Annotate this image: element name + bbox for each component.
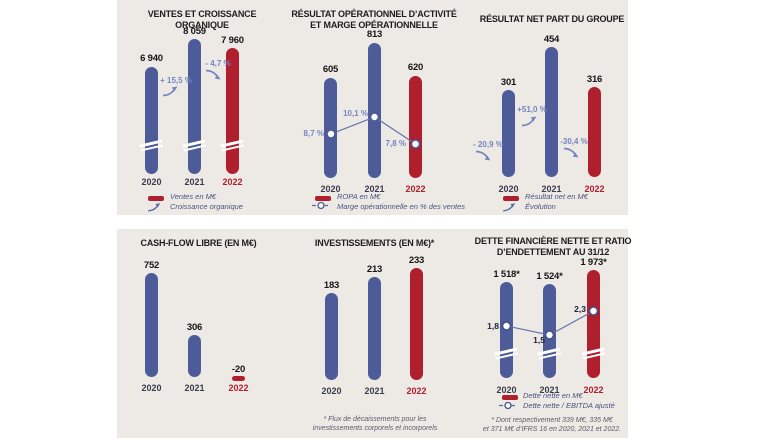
footnote: * Dont respectivement 339 M€, 335 M€ et … <box>482 417 622 433</box>
value-label-2021: 1 524* <box>536 271 563 282</box>
growth-label-2022: - 4,7 % <box>205 59 231 68</box>
legend-label: Ventes en M€ <box>170 192 216 201</box>
growth-arrow-down-icon <box>563 147 579 158</box>
growth-arrow-down-icon <box>205 69 221 80</box>
bar-swatch-icon <box>503 196 519 201</box>
margin-label-2020: 8,7 % <box>303 129 324 138</box>
bar-2020 <box>325 293 338 380</box>
margin-label-2022: 7,8 % <box>385 139 406 148</box>
legend-label: ROPA en M€ <box>337 192 381 201</box>
axis-label-2020: 2020 <box>498 184 519 194</box>
legend-line-marker-icon <box>312 201 330 210</box>
legend-label: Dette nette / EBITDA ajusté <box>523 400 615 410</box>
growth-label-2020: - 20,9 % <box>473 140 503 149</box>
axis-label-2020: 2020 <box>496 385 517 395</box>
legend-label: Évolution <box>525 201 556 211</box>
panel-title: DETTE FINANCIÈRE NETTE ET RATIO D’ENDETT… <box>474 236 632 257</box>
panel-title: RÉSULTAT OPÉRATIONNEL D’ACTIVITÉ ET MARG… <box>291 9 457 30</box>
axis-label-2020: 2020 <box>321 386 342 396</box>
bar-2020 <box>502 90 515 177</box>
growth-label-2021: +51,0 % <box>517 105 547 114</box>
ratio-label-2021: 1,5 <box>533 335 545 345</box>
axis-label-2020: 2020 <box>320 184 341 194</box>
value-label-2021: 8 059 <box>183 26 206 37</box>
growth-arrow-up-icon <box>521 116 537 127</box>
growth-label-2022: -30,4 % <box>560 137 588 146</box>
axis-label-2021: 2021 <box>541 184 562 194</box>
margin-marker-2022 <box>410 139 421 149</box>
margin-marker-2020 <box>326 129 336 139</box>
panel-title: INVESTISSEMENTS (EN M€)* <box>314 238 435 248</box>
bar-2021 <box>368 43 381 178</box>
ratio-marker-2020 <box>501 321 512 331</box>
ratio-marker-2021 <box>544 330 555 340</box>
bar-swatch-icon <box>502 395 518 400</box>
legend-arrow-icon <box>503 203 516 212</box>
growth-arrow-down-icon <box>475 150 491 161</box>
axis-label-2022: 2022 <box>584 184 605 194</box>
value-label-2022: 316 <box>586 74 603 85</box>
growth-arrow-up-icon <box>162 86 178 97</box>
value-label-2021: 306 <box>186 322 203 333</box>
axis-label-2022: 2022 <box>405 184 426 194</box>
value-label-2022: 1 973* <box>580 257 607 268</box>
bar-2020 <box>324 78 337 178</box>
value-label-2020: 6 940 <box>140 53 163 64</box>
value-label-2021: 213 <box>366 264 383 275</box>
legend-arrow-icon <box>148 203 161 212</box>
axis-label-2022: 2022 <box>406 386 427 396</box>
axis-label-2021: 2021 <box>184 177 205 187</box>
axis-label-2022: 2022 <box>228 383 249 393</box>
bar-2022 <box>410 268 423 380</box>
bar-2022 <box>588 87 601 177</box>
value-label-2020: 183 <box>323 280 340 291</box>
axis-label-2022: 2022 <box>583 385 604 395</box>
panel-title: VENTES ET CROISSANCE ORGANIQUE <box>147 9 257 30</box>
bar-swatch-icon <box>148 196 164 201</box>
value-label-2021: 813 <box>366 29 383 40</box>
margin-line-chart <box>326 112 421 149</box>
bar-swatch-icon <box>315 196 331 201</box>
ratio-marker-2022 <box>588 306 599 316</box>
growth-label-2021: + 15,5 % <box>160 76 192 85</box>
panel-title: CASH-FLOW LIBRE (EN M€) <box>140 238 257 248</box>
axis-label-2020: 2020 <box>141 383 162 393</box>
bar-2022 <box>232 376 245 381</box>
legend-label: Dette nette en M€ <box>523 391 583 400</box>
value-label-2022: 233 <box>408 255 425 266</box>
legend-label: Croissance organique <box>170 201 243 211</box>
axis-label-2020: 2020 <box>141 177 162 187</box>
margin-marker-2021 <box>369 112 380 122</box>
value-label-2020: 1 518* <box>493 269 520 280</box>
bar-2022 <box>409 76 422 178</box>
axis-label-2021: 2021 <box>364 386 385 396</box>
bar-2021 <box>545 47 558 177</box>
ratio-label-2022: 2,3 <box>574 304 586 314</box>
value-label-2020: 752 <box>143 260 160 271</box>
bar-2021 <box>368 277 381 380</box>
axis-label-2021: 2021 <box>184 383 205 393</box>
bar-2021 <box>188 335 201 377</box>
footnote: * Flux de décaissements pour les investi… <box>312 416 438 432</box>
value-label-2022: -20 <box>231 364 246 375</box>
debt-ratio-line-chart <box>501 306 599 340</box>
axis-label-2021: 2021 <box>364 184 385 194</box>
value-label-2022: 620 <box>407 62 424 73</box>
axis-label-2022: 2022 <box>222 177 243 187</box>
margin-label-2021: 10,1 % <box>343 109 368 118</box>
legend-label: Résultat net en M€ <box>525 192 588 201</box>
value-label-2022: 7 960 <box>221 35 244 46</box>
ratio-label-2020: 1,8 <box>487 321 499 331</box>
legend-label: Marge opérationnelle en % des ventes <box>337 201 465 211</box>
bar-2020 <box>145 273 158 377</box>
value-label-2020: 605 <box>322 64 339 75</box>
value-label-2020: 301 <box>500 77 517 88</box>
legend-line-marker-icon <box>499 401 517 409</box>
axis-label-2021: 2021 <box>539 385 560 395</box>
panel-title: RÉSULTAT NET PART DU GROUPE <box>479 14 625 24</box>
value-label-2021: 454 <box>543 34 560 45</box>
